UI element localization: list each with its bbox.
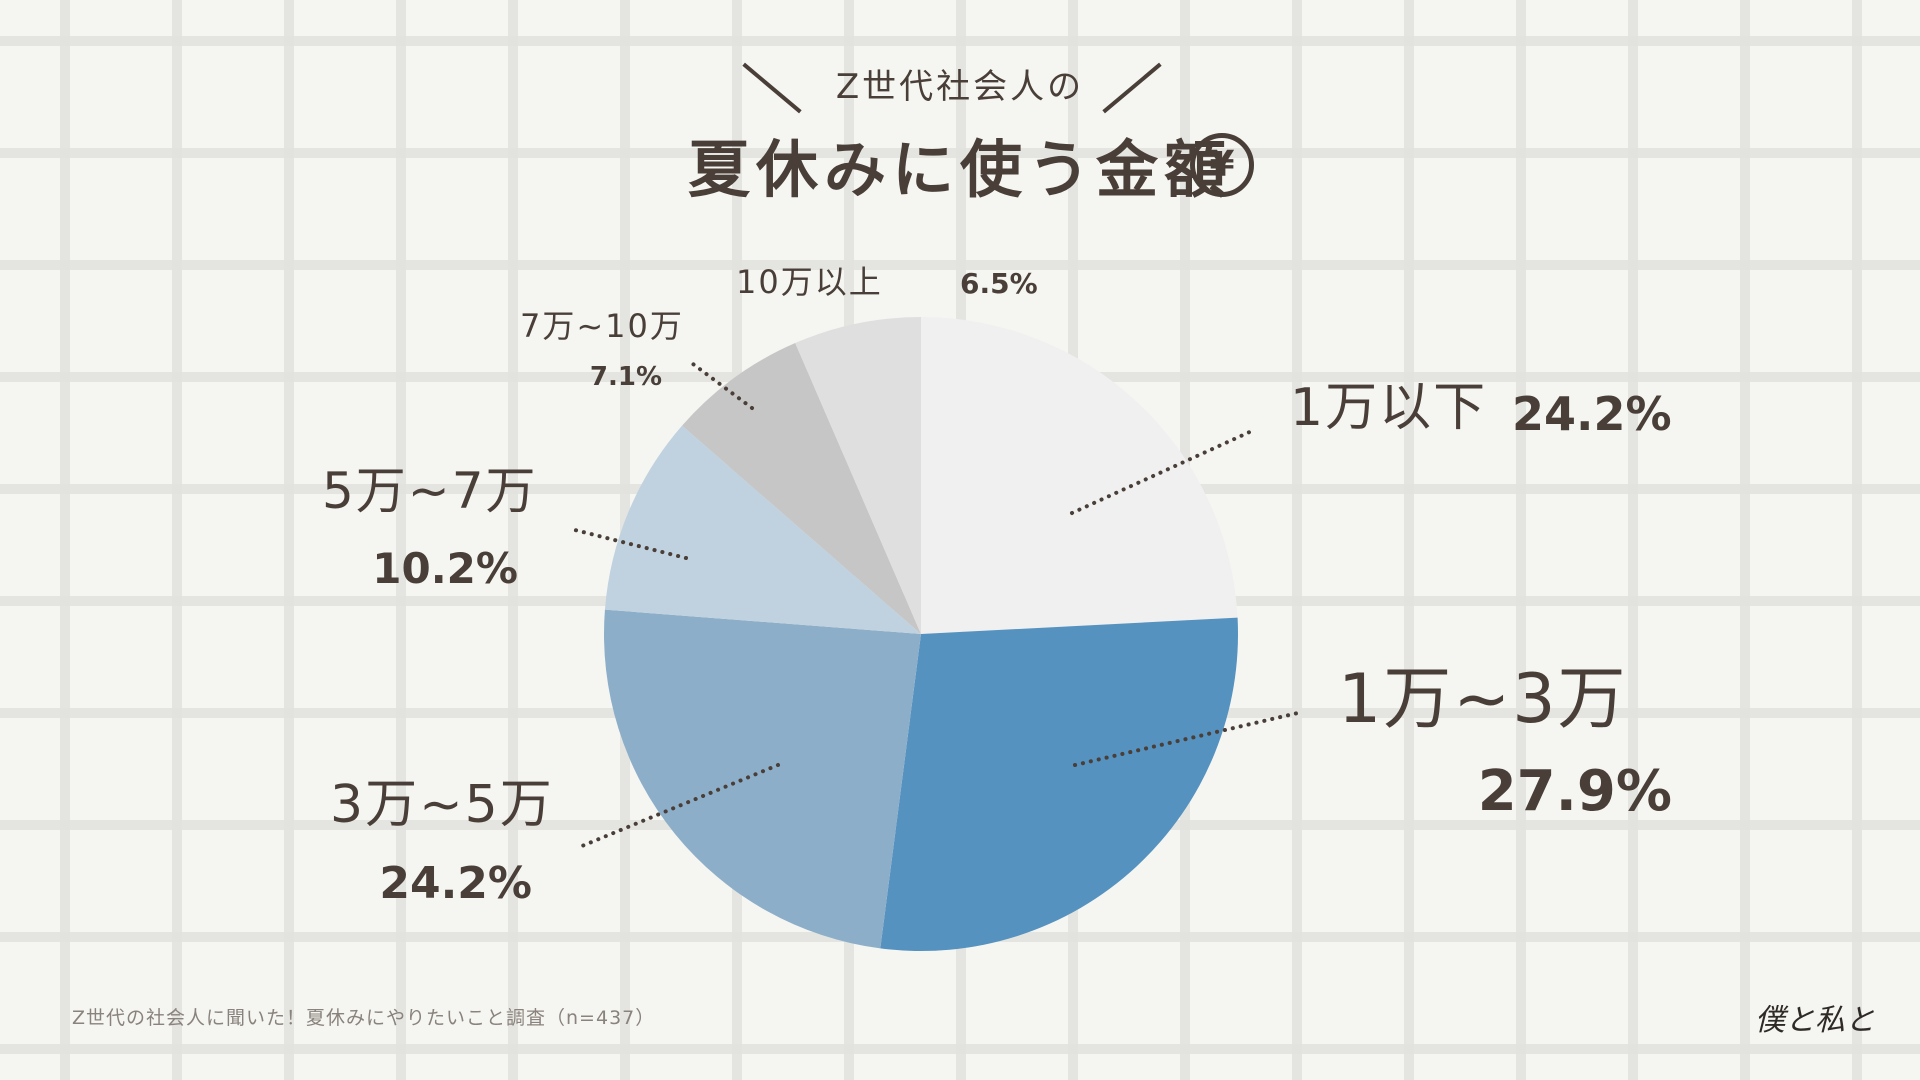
- leader-line: [1073, 710, 1304, 767]
- survey-footnote: Z世代の社会人に聞いた！夏休みにやりたいこと調査（n=437）: [72, 1007, 656, 1029]
- slice-category-label: 3万~5万: [330, 775, 554, 835]
- slice-value-label: 6.5%: [960, 267, 1038, 300]
- brand-logo: 僕と私と: [1755, 1003, 1875, 1038]
- slice-value-label: 10.2%: [372, 544, 518, 593]
- leader-line: [573, 528, 688, 560]
- subtitle: Z世代社会人の: [835, 67, 1085, 107]
- slice-category-label: 5万~7万: [322, 462, 538, 520]
- slice-category-label: 7万~10万: [520, 307, 684, 345]
- leader-line: [1070, 428, 1256, 515]
- pie-slice: [604, 609, 921, 949]
- slice-value-label: 27.9%: [1478, 759, 1672, 824]
- slice-value-label: 24.2%: [379, 858, 532, 909]
- slice-category-label: 1万以下: [1290, 378, 1487, 438]
- pie-slice: [682, 343, 921, 634]
- pie-slice: [795, 317, 921, 634]
- slice-value-label: 7.1%: [590, 362, 662, 392]
- slice-category-label: 10万以上: [736, 263, 883, 301]
- leader-line: [580, 763, 780, 848]
- pie-slice: [604, 425, 921, 634]
- pie-slice: [880, 617, 1239, 952]
- pie-slice: [921, 317, 1238, 634]
- subtitle-container: Z世代社会人の: [0, 52, 1920, 122]
- chart-title: 夏休みに使う金額: [687, 133, 1232, 206]
- slice-category-label: 1万~3万: [1338, 660, 1628, 739]
- slice-value-label: 24.2%: [1512, 387, 1672, 441]
- yen-icon: ¥: [1190, 133, 1254, 197]
